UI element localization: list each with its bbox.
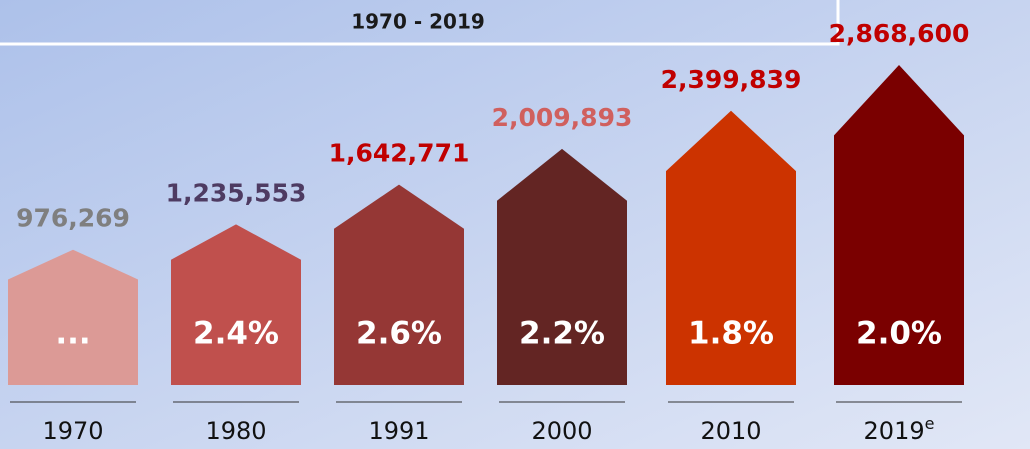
x-tick-label: 2000 bbox=[531, 417, 592, 445]
growth-label: 2.2% bbox=[519, 316, 605, 352]
house-bar bbox=[8, 249, 138, 385]
chart-title: 1970 - 2019 bbox=[351, 10, 485, 34]
growth-label: 2.0% bbox=[856, 316, 942, 352]
category: 2019 bbox=[864, 417, 925, 445]
value-label: 2,009,893 bbox=[492, 103, 633, 132]
category: 1991 bbox=[368, 417, 429, 445]
category: 2000 bbox=[531, 417, 592, 445]
growth-label: 1.8% bbox=[688, 316, 774, 352]
x-tick-label: 1970 bbox=[42, 417, 103, 445]
value-label: 976,269 bbox=[16, 204, 130, 233]
value-label: 2,399,839 bbox=[661, 65, 802, 94]
house-bar bbox=[171, 224, 301, 385]
value-label: 1,642,771 bbox=[329, 139, 470, 168]
house-bar bbox=[497, 148, 627, 385]
growth-label: ... bbox=[55, 316, 90, 352]
growth-label: 2.6% bbox=[356, 316, 442, 352]
value-label: 1,235,553 bbox=[166, 178, 307, 207]
category: 1980 bbox=[205, 417, 266, 445]
value-label: 2,868,600 bbox=[829, 19, 970, 48]
house-bar bbox=[334, 184, 464, 385]
house-bar bbox=[834, 65, 964, 385]
x-tick-label: 1980 bbox=[205, 417, 266, 445]
superscript: e bbox=[925, 414, 935, 433]
banner-frame bbox=[0, 0, 840, 46]
category: 2010 bbox=[700, 417, 761, 445]
x-tick-label: 2010 bbox=[700, 417, 761, 445]
house-bar bbox=[666, 110, 796, 385]
x-tick-label: 2019e bbox=[864, 414, 935, 446]
category: 1970 bbox=[42, 417, 103, 445]
x-tick-label: 1991 bbox=[368, 417, 429, 445]
growth-label: 2.4% bbox=[193, 316, 279, 352]
